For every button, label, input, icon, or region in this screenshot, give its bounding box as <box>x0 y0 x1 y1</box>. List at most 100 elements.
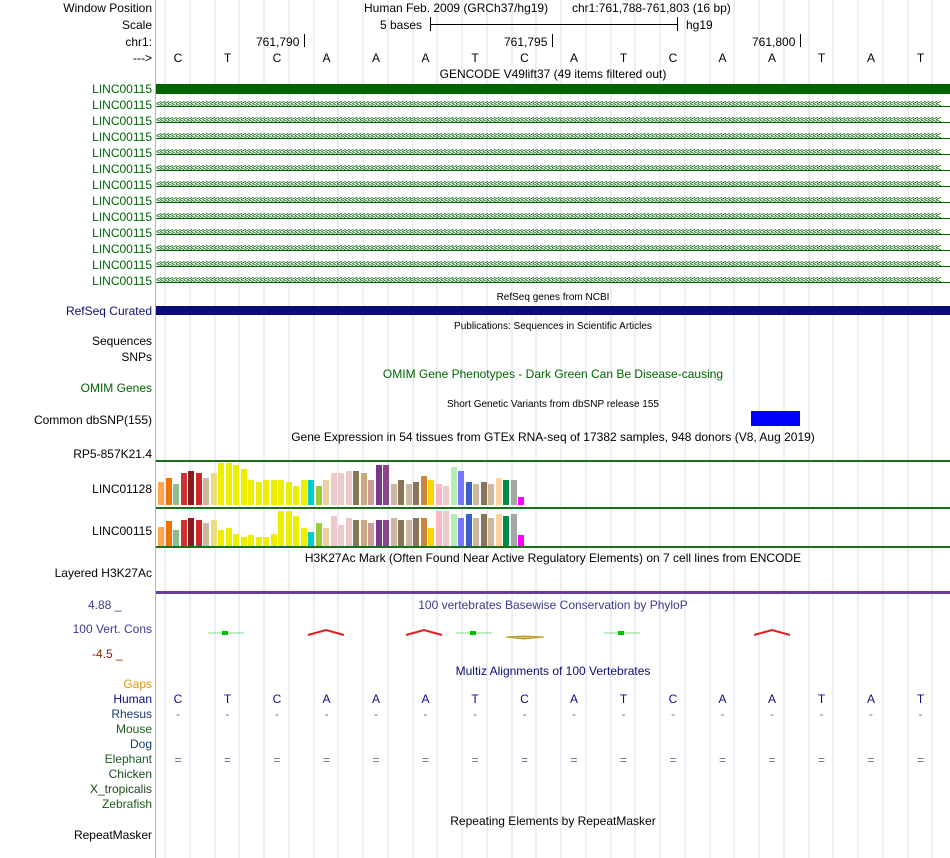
gtex-tissue-bar[interactable] <box>270 480 277 505</box>
gencode-gene-feature[interactable]: <<<<<<<<<<<<<<<<<<<<<<<<<<<<<<<<<<<<<<<<… <box>156 259 950 275</box>
repeatmasker-label[interactable]: RepeatMasker <box>73 828 152 842</box>
window-position-value[interactable]: chr1:761,788-761,803 (16 bp) <box>572 1 731 15</box>
gtex-tissue-bar[interactable] <box>345 518 352 546</box>
gtex-tissue-bar[interactable] <box>218 530 224 546</box>
gtex-bars-linc00115[interactable] <box>156 510 536 546</box>
gtex-tissue-bar[interactable] <box>338 525 344 546</box>
omim-track-title[interactable]: OMIM Gene Phenotypes - Dark Green Can Be… <box>382 367 724 381</box>
gtex-tissue-bar[interactable] <box>428 528 434 546</box>
omim-label[interactable]: OMIM Genes <box>80 381 152 395</box>
gtex-tissue-bar[interactable] <box>285 511 292 546</box>
gtex-tissue-bar[interactable] <box>510 480 517 505</box>
gtex-tissue-bar[interactable] <box>173 530 179 546</box>
gencode-gene-label[interactable]: LINC00115 <box>92 130 152 144</box>
gtex-tissue-bar[interactable] <box>165 521 172 546</box>
gtex-tissue-bar[interactable] <box>255 482 262 505</box>
gtex-tissue-bar[interactable] <box>443 511 449 546</box>
gtex-tissue-bar[interactable] <box>383 520 389 546</box>
gtex-tissue-bar[interactable] <box>308 532 314 546</box>
phylop-track-title[interactable]: 100 vertebrates Basewise Conservation by… <box>418 598 688 612</box>
gtex-tissue-bar[interactable] <box>165 478 172 505</box>
gtex-tissue-bar[interactable] <box>480 482 487 505</box>
gtex-tissue-bar[interactable] <box>503 480 509 505</box>
gtex-tissue-bar[interactable] <box>233 534 239 546</box>
species-label[interactable]: Rhesus <box>111 707 152 721</box>
gtex-tissue-bar[interactable] <box>323 528 329 546</box>
gtex-tissue-bar[interactable] <box>420 476 427 505</box>
gtex-tissue-bar[interactable] <box>248 535 254 546</box>
gtex-tissue-bar[interactable] <box>225 528 232 546</box>
gtex-tissue-bar[interactable] <box>465 514 472 546</box>
gtex-tissue-bar[interactable] <box>173 484 179 505</box>
multiz-track-title[interactable]: Multiz Alignments of 100 Vertebrates <box>455 664 651 678</box>
gtex-tissue-bar[interactable] <box>450 514 457 546</box>
gencode-track-title[interactable]: GENCODE V49lift37 (49 items filtered out… <box>439 67 667 81</box>
gtex-gene-label[interactable]: RP5-857K21.4 <box>73 447 152 461</box>
gtex-tissue-bar[interactable] <box>473 518 479 546</box>
phylop-label[interactable]: 100 Vert. Cons <box>72 622 152 636</box>
gtex-tissue-bar[interactable] <box>360 473 367 505</box>
gtex-tissue-bar[interactable] <box>233 465 239 505</box>
gtex-tissue-bar[interactable] <box>338 473 344 505</box>
gtex-tissue-bar[interactable] <box>330 473 337 505</box>
gtex-tissue-bar[interactable] <box>495 478 502 505</box>
gtex-tissue-bar[interactable] <box>488 484 494 505</box>
gtex-tissue-bar[interactable] <box>375 520 382 546</box>
gtex-gene-label[interactable]: LINC01128 <box>92 482 152 496</box>
gtex-tissue-bar[interactable] <box>518 497 524 505</box>
gtex-gene-label[interactable]: LINC00115 <box>92 524 152 538</box>
dbsnp-feature[interactable] <box>751 411 800 426</box>
species-label[interactable]: Dog <box>129 737 152 751</box>
gtex-tissue-bar[interactable] <box>383 465 389 505</box>
gtex-tissue-bar[interactable] <box>278 511 284 546</box>
gtex-tissue-bar[interactable] <box>210 520 217 546</box>
gtex-tissue-bar[interactable] <box>435 511 442 546</box>
gencode-gene-label[interactable]: LINC00115 <box>92 162 152 176</box>
gtex-tissue-bar[interactable] <box>263 480 269 505</box>
gencode-gene-feature[interactable]: <<<<<<<<<<<<<<<<<<<<<<<<<<<<<<<<<<<<<<<<… <box>156 195 950 211</box>
gtex-tissue-bar[interactable] <box>405 520 412 546</box>
gtex-tissue-bar[interactable] <box>518 535 524 546</box>
refseq-track-title[interactable]: RefSeq genes from NCBI <box>496 292 610 303</box>
species-label[interactable]: Elephant <box>104 752 152 766</box>
gtex-tissue-bar[interactable] <box>398 480 404 505</box>
gtex-tissue-bar[interactable] <box>428 480 434 505</box>
gtex-tissue-bar[interactable] <box>225 463 232 505</box>
gtex-tissue-bar[interactable] <box>293 516 299 546</box>
gtex-tissue-bar[interactable] <box>248 480 254 505</box>
gtex-tissue-bar[interactable] <box>510 514 517 546</box>
h3k27ac-label[interactable]: Layered H3K27Ac <box>54 566 152 580</box>
gtex-tissue-bar[interactable] <box>195 473 202 505</box>
gtex-tissue-bar[interactable] <box>315 523 322 546</box>
gtex-tissue-bar[interactable] <box>353 471 359 505</box>
gtex-tissue-bar[interactable] <box>405 484 412 505</box>
gtex-tissue-bar[interactable] <box>270 534 277 546</box>
gtex-tissue-bar[interactable] <box>195 520 202 546</box>
gtex-tissue-bar[interactable] <box>375 465 382 505</box>
gencode-gene-feature[interactable]: <<<<<<<<<<<<<<<<<<<<<<<<<<<<<<<<<<<<<<<<… <box>156 131 950 147</box>
dbsnp-track-title[interactable]: Short Genetic Variants from dbSNP releas… <box>447 399 659 410</box>
gtex-tissue-bar[interactable] <box>473 484 479 505</box>
gtex-tissue-bar[interactable] <box>158 527 164 546</box>
gtex-tissue-bar[interactable] <box>158 482 164 505</box>
gtex-tissue-bar[interactable] <box>180 473 187 505</box>
gtex-tissue-bar[interactable] <box>458 518 464 546</box>
gencode-gene-label[interactable]: LINC00115 <box>92 226 152 240</box>
refseq-label[interactable]: RefSeq Curated <box>65 304 152 318</box>
refseq-feature[interactable] <box>156 306 950 315</box>
gencode-gene-feature[interactable]: <<<<<<<<<<<<<<<<<<<<<<<<<<<<<<<<<<<<<<<<… <box>156 99 950 115</box>
gtex-tissue-bar[interactable] <box>330 516 337 546</box>
gencode-gene-label[interactable]: LINC00115 <box>92 114 152 128</box>
gencode-gene-feature[interactable]: <<<<<<<<<<<<<<<<<<<<<<<<<<<<<<<<<<<<<<<<… <box>156 243 950 259</box>
species-label[interactable]: Human <box>113 692 152 706</box>
gencode-gene-feature[interactable] <box>156 83 950 99</box>
gtex-tissue-bar[interactable] <box>368 480 374 505</box>
gencode-gene-label[interactable]: LINC00115 <box>92 194 152 208</box>
gencode-gene-feature[interactable]: <<<<<<<<<<<<<<<<<<<<<<<<<<<<<<<<<<<<<<<<… <box>156 211 950 227</box>
gtex-tissue-bar[interactable] <box>420 518 427 546</box>
gtex-bars-linc01128[interactable] <box>156 462 536 505</box>
gtex-tissue-bar[interactable] <box>315 486 322 505</box>
gtex-tissue-bar[interactable] <box>465 482 472 505</box>
gtex-tissue-bar[interactable] <box>480 514 487 546</box>
gencode-gene-label[interactable]: LINC00115 <box>92 242 152 256</box>
